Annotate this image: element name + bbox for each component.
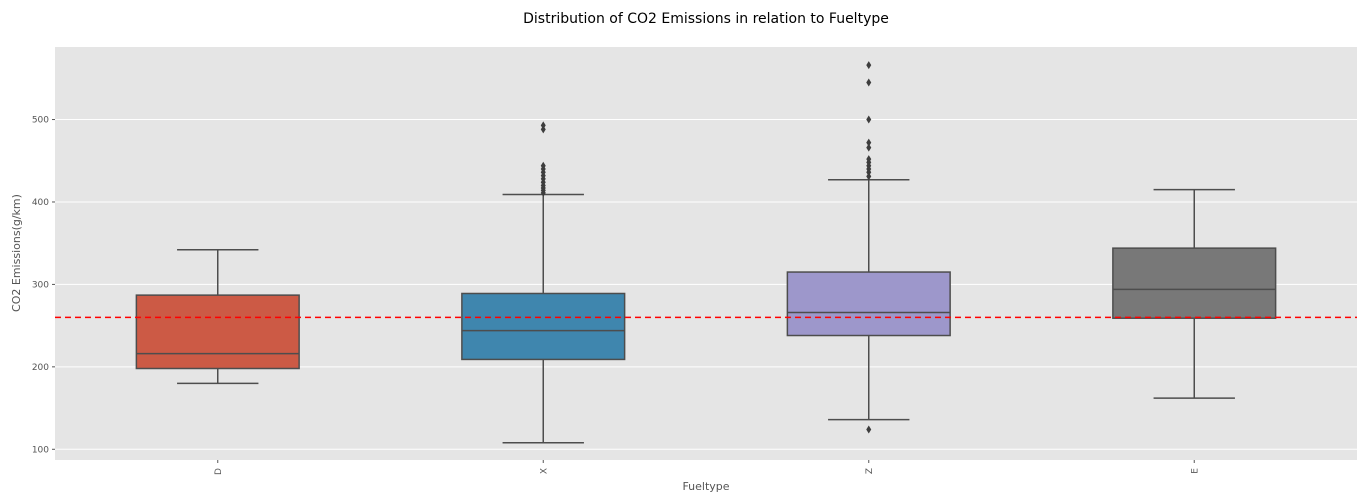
boxes [135, 61, 1277, 444]
x-tick-label-d: D [214, 468, 224, 475]
x-axis-label: Fueltype [682, 480, 729, 493]
iqr-box-e [1112, 247, 1277, 319]
outlier-z-0 [866, 425, 872, 434]
box-e [1112, 188, 1277, 399]
box-z [786, 61, 951, 434]
y-tick-label-500: 500 [32, 116, 49, 126]
outlier-z-11 [866, 61, 872, 70]
chart-title: Distribution of CO2 Emissions in relatio… [523, 11, 889, 27]
iqr-box-z [786, 271, 951, 337]
box-d [135, 249, 300, 385]
y-tick-label-300: 300 [32, 280, 49, 290]
iqr-box-d [135, 294, 300, 370]
x-tick-label-e: E [1190, 468, 1200, 474]
outlier-z-6 [866, 155, 872, 164]
x-tick-label-z: Z [865, 468, 875, 474]
outlier-z-7 [866, 143, 872, 152]
outlier-z-1 [866, 172, 872, 181]
outlier-x-9 [540, 161, 546, 170]
y-tick-label-400: 400 [32, 198, 49, 208]
x-tick-label-x: X [539, 468, 549, 474]
y-axis-label: CO2 Emissions(g/km) [10, 194, 23, 312]
iqr-box-x [461, 292, 626, 361]
outlier-z-9 [866, 115, 872, 124]
box-x [461, 121, 626, 444]
outlier-z-10 [866, 78, 872, 87]
outlier-x-10 [540, 125, 546, 134]
outlier-z-8 [866, 138, 872, 147]
outlier-x-11 [540, 121, 546, 130]
y-tick-label-200: 200 [32, 363, 49, 373]
y-tick-label-100: 100 [32, 445, 49, 455]
y-axis-ticks: 100 200 300 400 500 [32, 116, 55, 455]
